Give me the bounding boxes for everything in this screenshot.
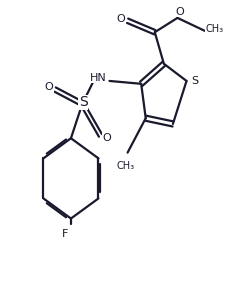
Text: O: O: [116, 14, 125, 24]
Text: CH₃: CH₃: [116, 161, 134, 171]
Text: HN: HN: [90, 73, 106, 82]
Text: CH₃: CH₃: [204, 24, 222, 34]
Text: O: O: [102, 133, 111, 143]
Text: S: S: [79, 95, 87, 109]
Text: O: O: [175, 7, 183, 17]
Text: S: S: [191, 76, 198, 86]
Text: O: O: [44, 82, 53, 92]
Text: F: F: [61, 229, 67, 239]
